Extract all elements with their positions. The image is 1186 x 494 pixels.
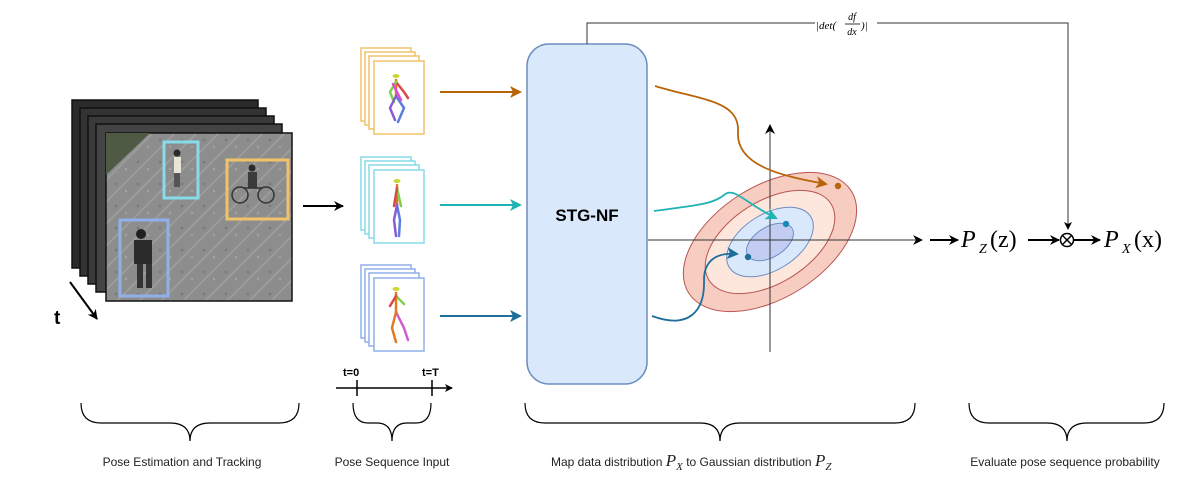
caption-evaluate: Evaluate pose sequence probability xyxy=(970,455,1159,469)
svg-text:(x): (x) xyxy=(1134,227,1162,253)
orange-mapping-curve xyxy=(654,85,828,189)
caption-map-distribution: Map data distribution PX to Gaussian dis… xyxy=(551,451,832,473)
caption-pose-estimation: Pose Estimation and Tracking xyxy=(103,455,262,469)
svg-text:(z): (z) xyxy=(990,227,1017,253)
orange-point xyxy=(834,182,842,190)
brace-pose-estimation xyxy=(80,402,300,442)
pose-skeleton-icon xyxy=(388,287,410,344)
caption-pose-sequence: Pose Sequence Input xyxy=(335,455,450,469)
pose-skeleton-icon xyxy=(388,74,410,124)
pz-label: P Z (z) xyxy=(960,227,1017,257)
jacobian-feedback-path: |det( df dx )| xyxy=(586,10,1072,230)
pose-stack-cyan xyxy=(360,156,425,244)
blue-mapping-curve xyxy=(651,247,739,322)
stg-nf-label: STG-NF xyxy=(555,206,618,225)
px-label: P X (x) xyxy=(1103,227,1162,257)
det-denominator: dx xyxy=(847,27,857,38)
brace-map-distribution xyxy=(524,402,916,442)
teal-point xyxy=(782,220,790,228)
brace-pose-sequence xyxy=(352,402,432,442)
video-frames-icon xyxy=(71,99,293,302)
det-prefix: |det( xyxy=(816,20,837,32)
pose-timeline: t=0 t=T xyxy=(336,367,453,396)
svg-text:Z: Z xyxy=(979,242,987,257)
video-frame-front xyxy=(105,132,293,302)
time-arrow xyxy=(69,281,98,320)
timeline-end-label: t=T xyxy=(422,367,439,379)
pose-stack-blue xyxy=(360,264,425,352)
svg-text:P: P xyxy=(960,227,976,253)
teal-mapping-curve xyxy=(653,191,778,220)
svg-text:X: X xyxy=(1121,242,1131,257)
brace-evaluate xyxy=(968,402,1165,442)
timeline-start-label: t=0 xyxy=(343,367,359,379)
det-suffix: )| xyxy=(860,20,868,32)
pose-skeleton-icon xyxy=(392,179,403,238)
det-numerator: df xyxy=(848,12,857,23)
braces xyxy=(80,402,1165,442)
gaussian-contour-icon xyxy=(648,124,923,352)
pose-stack-orange xyxy=(360,47,425,135)
blue-point xyxy=(744,253,752,261)
svg-text:P: P xyxy=(1103,227,1119,253)
multiply-circle-icon xyxy=(1059,232,1075,248)
time-label: t xyxy=(54,308,61,329)
